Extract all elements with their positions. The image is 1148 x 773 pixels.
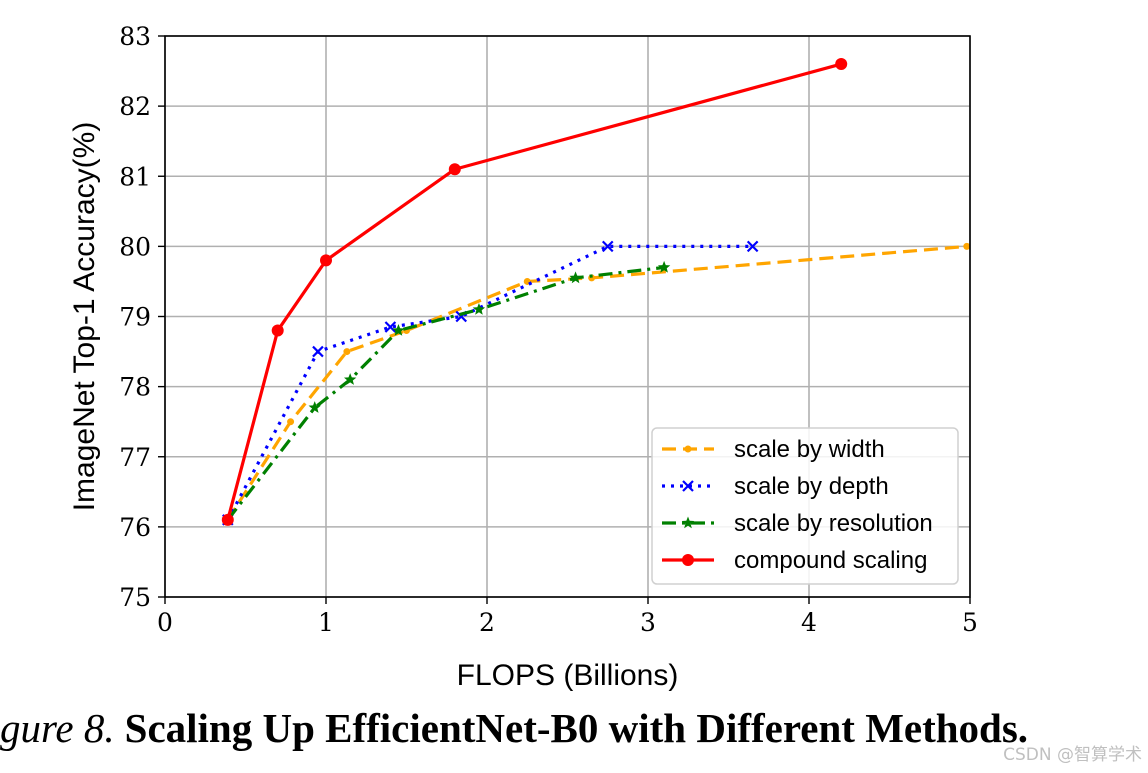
x-tick-label: 0 xyxy=(157,608,173,637)
series-compound-scaling xyxy=(221,58,848,526)
y-axis-label: ImageNet Top-1 Accuracy(%) xyxy=(68,122,101,512)
data-point-marker xyxy=(835,58,848,71)
x-tick-label: 1 xyxy=(318,608,334,637)
legend: scale by width scale by depth scale by res… xyxy=(651,427,959,585)
data-point-marker xyxy=(746,240,759,253)
data-point-marker xyxy=(682,554,694,566)
legend-entry: compound scaling xyxy=(662,547,927,574)
x-tick-label: 4 xyxy=(801,608,817,637)
series-layer xyxy=(221,58,971,526)
ticks: 0 1 2 3 4 5 75 76 77 78 79 80 81 82 83 xyxy=(119,22,978,637)
legend-label: scale by resolution xyxy=(734,510,933,537)
watermark: CSDN @智算学术 xyxy=(1003,745,1142,765)
legend-label: compound scaling xyxy=(734,547,927,574)
data-point-marker xyxy=(312,345,324,358)
data-point-marker xyxy=(271,324,284,337)
y-tick-label: 78 xyxy=(119,373,151,402)
data-point-marker xyxy=(308,401,321,413)
legend-box xyxy=(651,427,959,585)
data-point-marker xyxy=(569,271,582,284)
caption-title: Scaling Up EfficientNet-B0 with Differen… xyxy=(124,705,1029,751)
y-tick-label: 83 xyxy=(119,22,151,51)
data-point-marker xyxy=(221,513,234,526)
x-tick-label: 5 xyxy=(962,608,978,637)
x-tick-label: 3 xyxy=(640,608,656,637)
data-point-marker xyxy=(657,260,671,273)
data-point-marker xyxy=(320,254,332,267)
y-tick-label: 77 xyxy=(119,443,151,472)
series-scale-by-resolution xyxy=(221,260,671,526)
y-tick-label: 79 xyxy=(119,303,151,332)
legend-entry: scale by resolution xyxy=(662,510,933,537)
data-point-marker xyxy=(681,516,695,529)
figure-caption: gure 8. Scaling Up EfficientNet-B0 with D… xyxy=(0,704,1028,760)
y-tick-label: 82 xyxy=(119,92,151,121)
y-tick-label: 75 xyxy=(119,583,151,612)
data-point-marker xyxy=(963,242,971,250)
y-tick-label: 76 xyxy=(119,513,151,542)
chart: 0 1 2 3 4 5 75 76 77 78 79 80 81 82 83 FLOPS (Billions… xyxy=(68,22,978,692)
data-point-marker xyxy=(448,163,461,176)
caption-prefix: gure 8. xyxy=(0,705,115,751)
x-axis-label: FLOPS (Billions) xyxy=(457,659,679,692)
legend-label: scale by width xyxy=(734,436,885,463)
data-point-marker xyxy=(343,348,351,356)
data-point-marker xyxy=(392,324,405,336)
data-point-marker xyxy=(287,418,295,426)
data-point-marker xyxy=(601,240,614,253)
data-point-marker xyxy=(682,480,694,492)
data-point-marker xyxy=(684,445,692,453)
legend-label: scale by depth xyxy=(734,473,889,500)
data-point-marker xyxy=(384,321,397,333)
y-tick-label: 81 xyxy=(119,162,151,191)
legend-entry: scale by width xyxy=(662,436,885,463)
legend-entry: scale by depth xyxy=(662,473,889,500)
data-point-marker xyxy=(472,302,486,315)
y-tick-label: 80 xyxy=(119,232,151,261)
data-point-marker xyxy=(343,373,357,385)
x-tick-label: 2 xyxy=(479,608,495,637)
